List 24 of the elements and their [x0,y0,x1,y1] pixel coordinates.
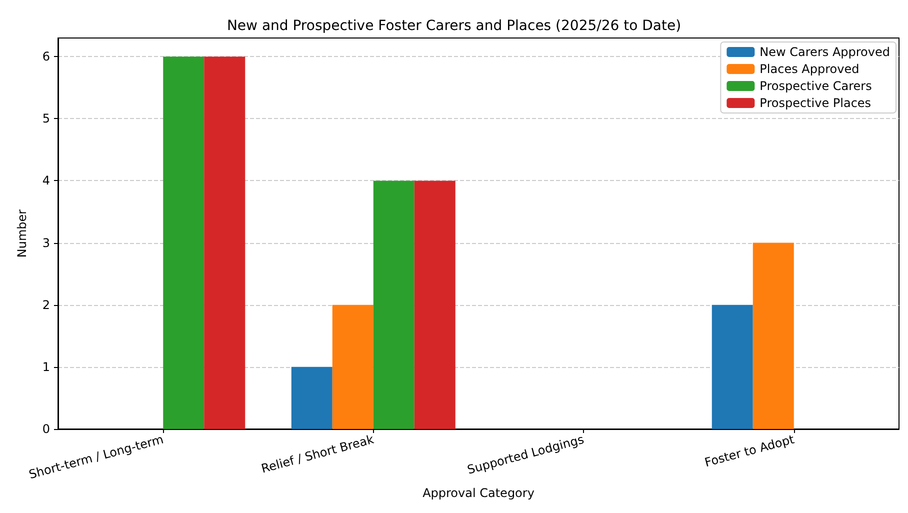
y-axis-title: Number [15,209,29,258]
x-tick-label: Relief / Short Break [260,432,376,476]
y-tick-label: 4 [42,174,50,188]
y-tick-label: 5 [42,112,50,126]
bar [204,56,246,429]
legend-label: Prospective Carers [760,79,872,93]
y-tick-label: 6 [42,50,50,64]
legend-label: New Carers Approved [760,45,890,59]
bar [712,304,753,429]
bar [291,366,332,429]
bar [373,180,414,429]
y-tick-label: 0 [42,422,50,436]
y-tick-label: 2 [42,298,50,312]
bar [752,242,794,429]
legend-label: Prospective Places [760,96,872,110]
chart-title: New and Prospective Foster Carers and Places (2025/26 to Date) [226,18,682,34]
bar [163,56,204,429]
y-tick-label: 3 [42,236,50,250]
legend-label: Places Approved [760,62,860,76]
x-tick-label: Foster to Adopt [703,432,796,470]
y-tick-label: 1 [42,360,50,374]
bar [332,304,374,429]
x-axis-title: Approval Category [422,486,534,500]
bar [414,180,456,429]
